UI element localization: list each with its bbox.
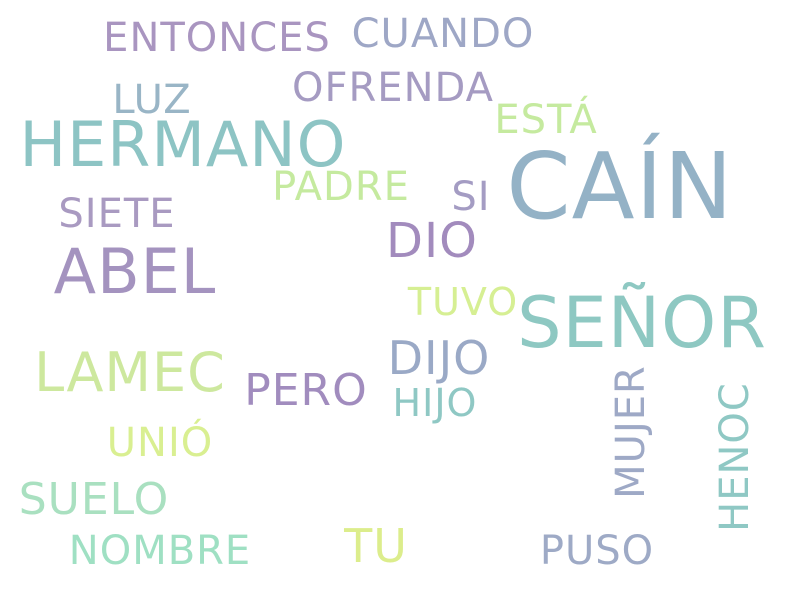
word-dijo: DIJO xyxy=(387,331,491,385)
word-unio: UNIÓ xyxy=(106,420,214,466)
word-abel: ABEL xyxy=(53,235,217,308)
word-nombre: NOMBRE xyxy=(68,528,252,574)
word-tu: TU xyxy=(344,519,408,573)
word-henoc: HENOC xyxy=(712,382,758,532)
word-puso: PUSO xyxy=(539,528,655,574)
word-cain: CAÍN xyxy=(506,133,734,240)
word-hijo: HIJO xyxy=(392,381,478,425)
word-padre: PADRE xyxy=(272,164,410,210)
word-cuando: CUANDO xyxy=(351,11,535,57)
word-lamec: LAMEC xyxy=(34,341,226,404)
word-luz: LUZ xyxy=(112,77,192,123)
word-si: SI xyxy=(451,174,491,220)
word-suelo: SUELO xyxy=(18,474,170,525)
word-ofrenda: OFRENDA xyxy=(292,65,494,111)
word-dio: DIO xyxy=(386,213,478,269)
word-hermano: HERMANO xyxy=(19,108,347,181)
word-esta: ESTÁ xyxy=(494,97,598,143)
word-senor: SEÑOR xyxy=(517,282,767,364)
word-siete: SIETE xyxy=(58,191,176,237)
word-tuvo: TUVO xyxy=(407,280,519,324)
word-entonces: ENTONCES xyxy=(103,15,331,61)
word-mujer: MUJER xyxy=(608,365,654,499)
word-pero: PERO xyxy=(244,365,368,416)
